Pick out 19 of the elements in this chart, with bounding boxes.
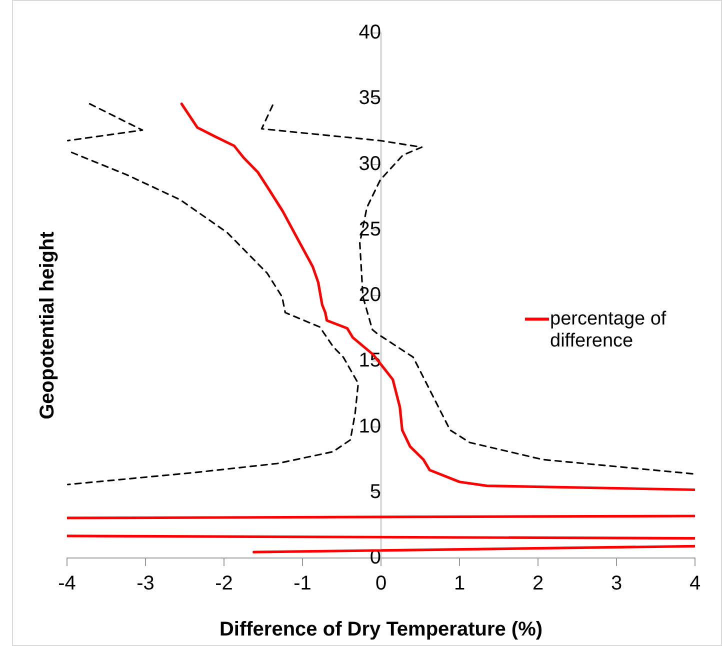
x-tick-label: 1	[454, 572, 466, 595]
x-tick-label: -3	[136, 572, 154, 595]
x-tick-label: 2	[532, 572, 544, 595]
x-tick-label: -2	[215, 572, 233, 595]
x-tick-label: 3	[610, 572, 622, 595]
y-tick-label: 5	[370, 480, 381, 503]
y-tick-label: 20	[358, 284, 381, 306]
y-tick-label: 35	[358, 87, 381, 110]
y-tick-label: 30	[358, 152, 381, 175]
y-axis-title: Geopotential height	[36, 231, 59, 420]
x-tick-label: -1	[294, 572, 312, 595]
x-axis-title: Difference of Dry Temperature (%)	[219, 618, 543, 641]
line-series	[260, 104, 695, 475]
x-tick-label: 4	[689, 572, 701, 595]
y-tick-label: 10	[358, 415, 381, 438]
x-tick-label: -4	[58, 572, 76, 595]
y-tick-label: 40	[358, 22, 381, 44]
legend-label: percentage of difference	[550, 308, 667, 352]
line-series	[67, 152, 360, 486]
